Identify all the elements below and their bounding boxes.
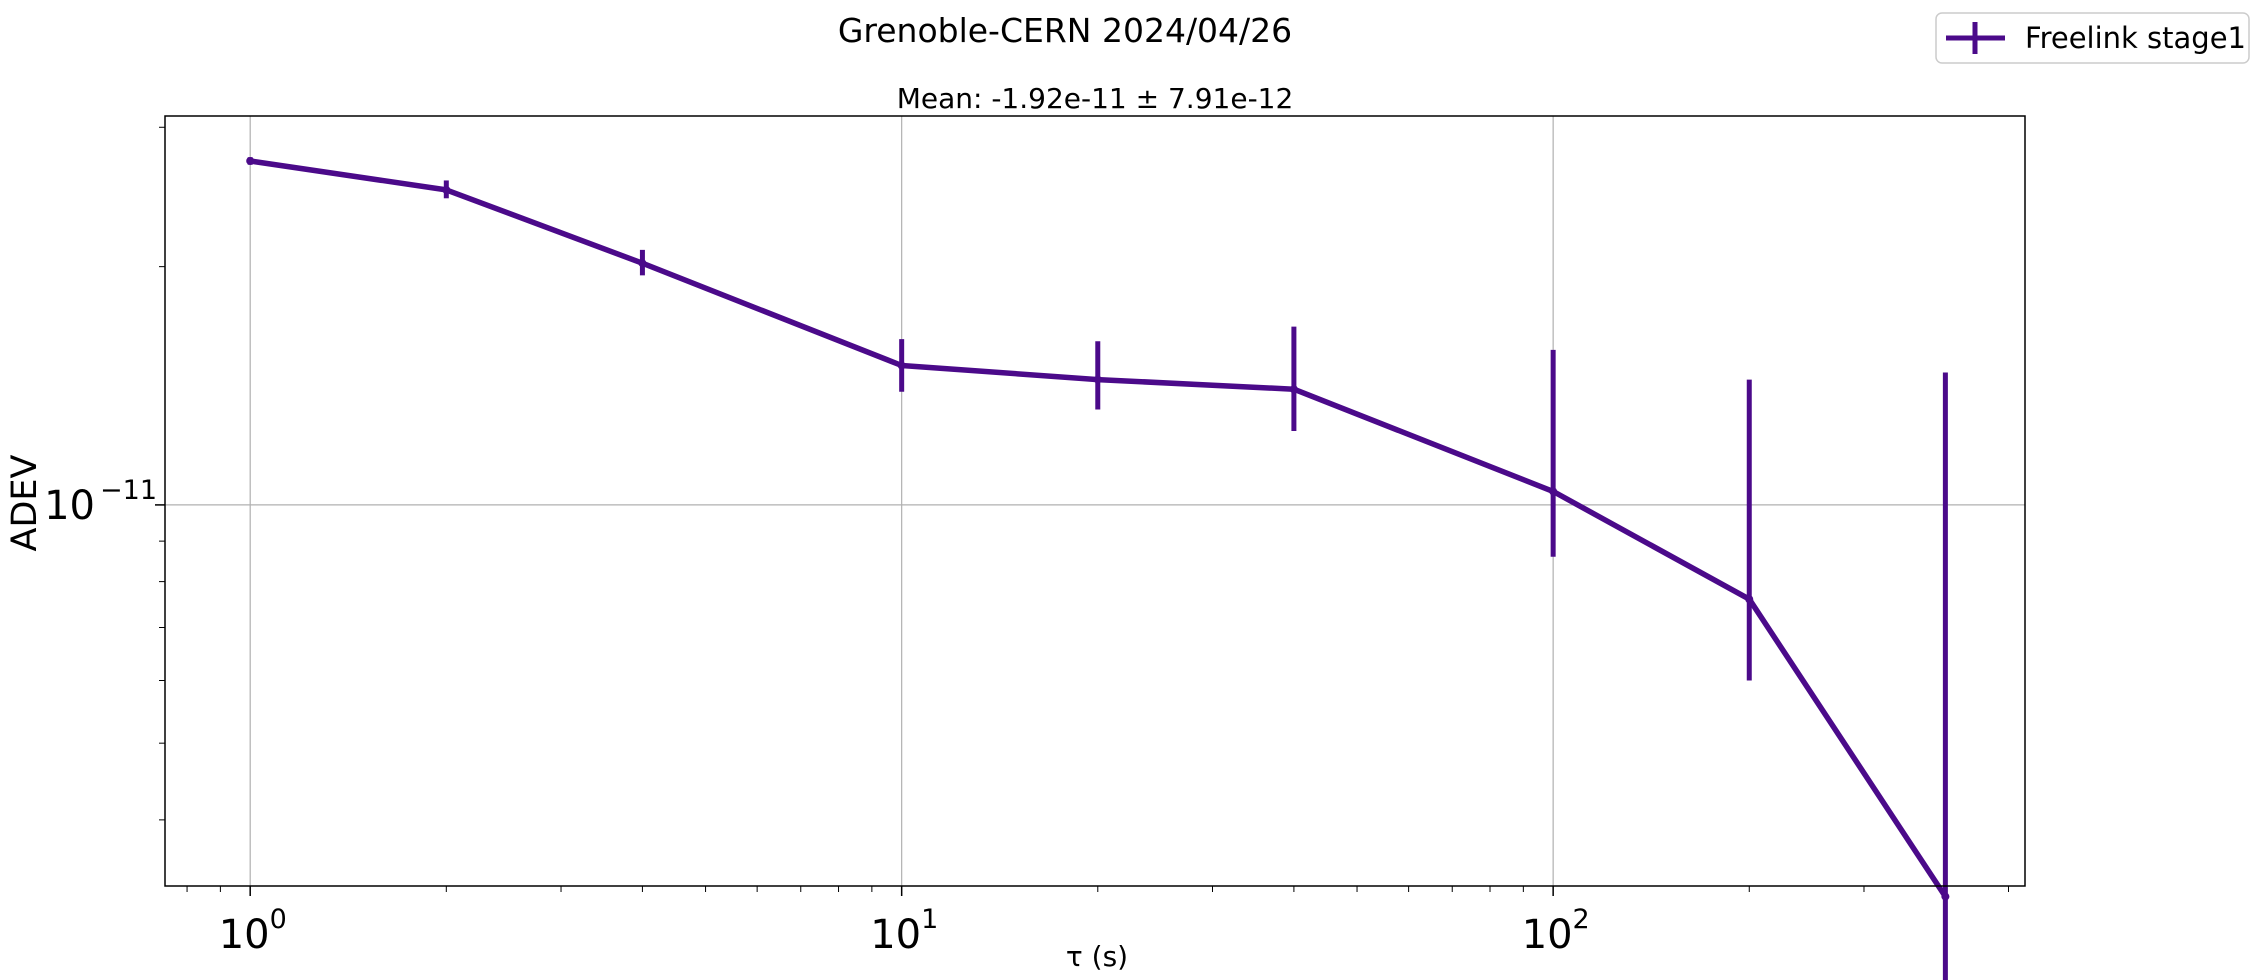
data-point: [1549, 487, 1558, 496]
x-axis-label: τ (s): [1066, 940, 1128, 973]
data-point: [638, 259, 647, 268]
chart-title: Mean: -1.92e-11 ± 7.91e-12: [897, 82, 1294, 115]
x-tick-label: 10: [870, 912, 921, 958]
grid-lines: [165, 116, 2025, 886]
x-axis-ticks: 10 0 10 1 10 2: [219, 886, 1590, 958]
x-tick-exponent: 2: [1573, 904, 1590, 935]
x-tick-exponent: 0: [270, 904, 287, 935]
legend: Freelink stage1: [1935, 12, 2250, 64]
figure-title: Grenoble-CERN 2024/04/26: [838, 11, 1292, 50]
legend-box: [1935, 12, 2250, 64]
data-point: [1093, 375, 1102, 384]
y-axis-label: ADEV: [5, 454, 45, 551]
x-tick-label: 10: [1522, 912, 1573, 958]
x-tick-label: 10: [219, 912, 270, 958]
x-tick-exponent: 1: [921, 904, 938, 935]
minor-ticks: [159, 126, 2010, 892]
data-point: [1289, 385, 1298, 394]
data-point: [1941, 892, 1950, 901]
data-point: [246, 156, 255, 165]
data-point: [1745, 595, 1754, 604]
data-point: [442, 185, 451, 194]
y-tick-exponent: −11: [100, 475, 157, 506]
data-point: [897, 361, 906, 370]
series-line-1: [249, 158, 1948, 899]
plot-area-frame: [164, 115, 2026, 887]
y-axis-ticks: 10 −11: [44, 475, 165, 529]
series-layer: [246, 156, 1950, 980]
legend-label-series-1: Freelink stage1: [2025, 21, 2246, 55]
y-tick-label: 10: [44, 483, 95, 529]
